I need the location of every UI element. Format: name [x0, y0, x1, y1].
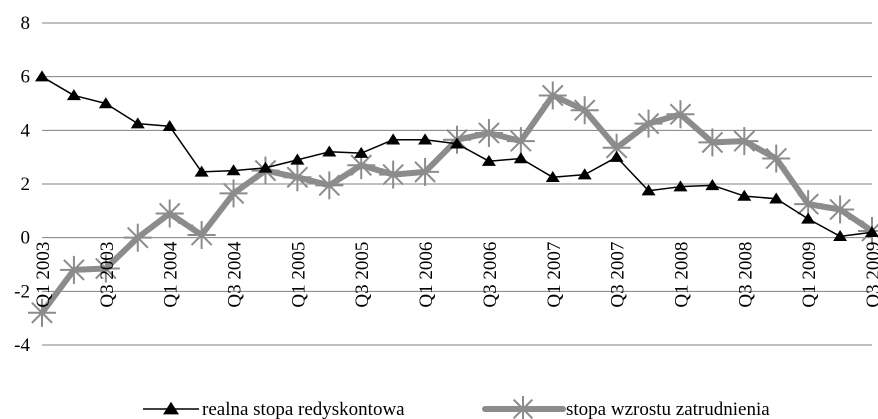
- data-point-triangle: [833, 230, 848, 242]
- data-point-star: [91, 254, 120, 283]
- data-point-triangle: [801, 212, 816, 224]
- data-point-star: [510, 396, 536, 419]
- data-point-triangle: [354, 146, 369, 158]
- x-tick-label: Q1 2008: [671, 242, 692, 308]
- x-tick-label: Q1 2007: [544, 242, 565, 308]
- data-point-star: [474, 119, 503, 148]
- data-point-star: [826, 195, 855, 224]
- x-tick-label: Q3 2007: [608, 242, 629, 308]
- series-layer: [28, 70, 878, 327]
- data-point-triangle: [705, 179, 720, 191]
- y-tick-label: 8: [21, 13, 31, 34]
- y-tick-label: 2: [21, 174, 31, 195]
- data-point-triangle: [290, 153, 305, 165]
- data-point-triangle: [577, 168, 592, 180]
- y-axis-ticks: -4 -2 0 2 4 6 8: [14, 13, 30, 356]
- data-point-triangle: [35, 70, 49, 82]
- data-point-triangle: [673, 180, 688, 192]
- data-point-triangle: [98, 97, 113, 109]
- x-tick-label: Q3 2004: [225, 241, 246, 307]
- x-tick-label: Q3 2008: [735, 242, 756, 308]
- data-point-star: [730, 127, 759, 156]
- data-point-triangle: [545, 170, 560, 183]
- data-point-triangle: [130, 117, 145, 129]
- data-point-triangle: [322, 145, 337, 157]
- data-point-star: [219, 179, 248, 208]
- x-tick-label: Q3 2006: [480, 242, 501, 308]
- data-point-star: [411, 157, 440, 186]
- x-tick-label: Q3 2003: [97, 242, 118, 308]
- x-tick-label: Q1 2004: [161, 241, 182, 307]
- x-axis-ticks: Q1 2003 Q3 2003 Q1 2004 Q3 2004 Q1 2005 Q3 20…: [33, 241, 878, 307]
- data-point-star: [379, 160, 408, 189]
- x-tick-label: Q3 2005: [352, 242, 373, 308]
- data-point-star: [315, 171, 344, 200]
- x-tick-label: Q1 2006: [416, 242, 437, 308]
- data-point-triangle: [386, 133, 401, 145]
- data-point-star: [187, 220, 216, 249]
- data-point-triangle: [481, 154, 496, 166]
- y-tick-label: -4: [14, 335, 30, 356]
- legend-item-employment-growth: stopa wzrostu zatrudnienia: [482, 396, 770, 419]
- data-point-triangle: [769, 192, 784, 204]
- y-tick-label: -2: [14, 281, 30, 302]
- data-point-star: [283, 163, 312, 192]
- y-tick-label: 6: [21, 67, 31, 88]
- data-point-triangle: [226, 164, 241, 176]
- data-point-triangle: [258, 161, 273, 173]
- legend-item-real-rediscount-rate: realna stopa redyskontowa: [143, 399, 405, 419]
- data-point-triangle: [513, 152, 528, 164]
- data-point-triangle: [163, 401, 179, 415]
- data-point-star: [506, 127, 535, 156]
- series-real-rediscount-rate: [35, 70, 878, 242]
- legend-label: realna stopa redyskontowa: [202, 399, 405, 419]
- x-tick-label: Q3 2009: [863, 242, 878, 308]
- x-tick-label: Q1 2005: [288, 242, 309, 308]
- legend: realna stopa redyskontowa stopa wzrostu z…: [143, 396, 770, 419]
- data-point-star: [538, 81, 567, 110]
- data-point-triangle: [194, 165, 209, 177]
- data-point-star: [762, 144, 791, 173]
- gridlines: [42, 22, 872, 346]
- data-point-triangle: [737, 189, 752, 201]
- data-point-star: [634, 109, 663, 138]
- x-tick-label: Q1 2009: [799, 242, 820, 308]
- data-point-star: [698, 128, 727, 157]
- data-point-triangle: [865, 226, 878, 238]
- series-employment-growth: [28, 81, 878, 327]
- data-point-star: [666, 100, 695, 129]
- data-point-triangle: [609, 150, 624, 162]
- data-point-triangle: [641, 184, 656, 196]
- data-point-star: [28, 298, 56, 327]
- y-tick-label: 4: [21, 120, 31, 141]
- data-point-star: [570, 96, 599, 125]
- x-tick-label: Q1 2003: [33, 242, 54, 308]
- legend-label: stopa wzrostu zatrudnienia: [566, 399, 770, 419]
- y-tick-label: 0: [21, 228, 31, 249]
- data-point-triangle: [450, 137, 464, 149]
- data-point-triangle: [162, 120, 177, 132]
- data-point-star: [59, 255, 88, 284]
- data-point-triangle: [418, 133, 433, 145]
- data-point-triangle: [66, 89, 81, 101]
- data-point-star: [123, 223, 152, 252]
- data-point-star: [155, 199, 184, 228]
